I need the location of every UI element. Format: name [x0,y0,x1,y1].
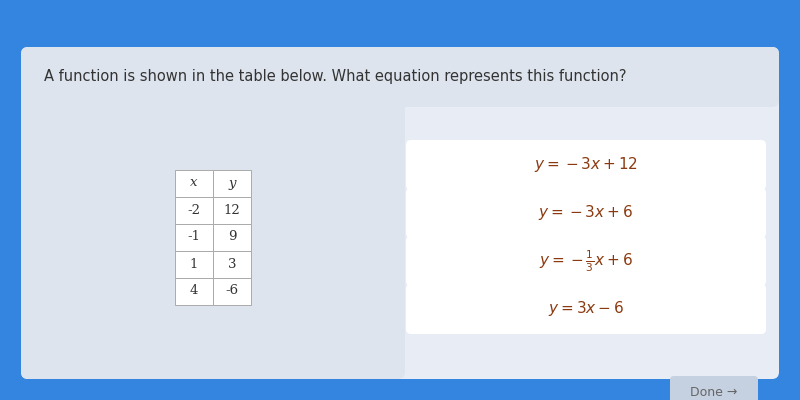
Bar [175,278,213,304]
Bar [175,250,213,278]
FancyBboxPatch shape [406,236,766,286]
Text: x: x [190,176,198,190]
Text: y: y [228,176,236,190]
Bar [175,196,213,224]
Text: 3: 3 [228,258,236,270]
Text: $y = -3x + 6$: $y = -3x + 6$ [538,204,634,222]
FancyBboxPatch shape [406,284,766,334]
Text: Done →: Done → [690,386,738,400]
Bar [213,196,251,224]
FancyBboxPatch shape [21,47,779,107]
Bar [175,170,213,196]
Text: -6: -6 [226,284,238,298]
Bar [213,278,251,304]
Text: 12: 12 [224,204,240,216]
Bar [175,224,213,250]
Text: $y = -\frac{1}{3}x + 6$: $y = -\frac{1}{3}x + 6$ [539,248,633,274]
Text: 1: 1 [190,258,198,270]
FancyBboxPatch shape [406,140,766,190]
Text: -2: -2 [187,204,201,216]
FancyBboxPatch shape [21,47,779,379]
Text: $y = -3x + 12$: $y = -3x + 12$ [534,156,638,174]
Bar [213,170,251,196]
Bar [384,102,398,372]
FancyBboxPatch shape [670,376,758,400]
FancyBboxPatch shape [406,188,766,238]
Text: -1: -1 [187,230,201,244]
Text: A function is shown in the table below. What equation represents this function?: A function is shown in the table below. … [44,70,626,84]
Bar [213,224,251,250]
Text: $y = 3x - 6$: $y = 3x - 6$ [548,300,624,318]
Text: 9: 9 [228,230,236,244]
Text: 4: 4 [190,284,198,298]
Bar [28,77,772,100]
FancyBboxPatch shape [21,95,405,379]
Bar [213,250,251,278]
